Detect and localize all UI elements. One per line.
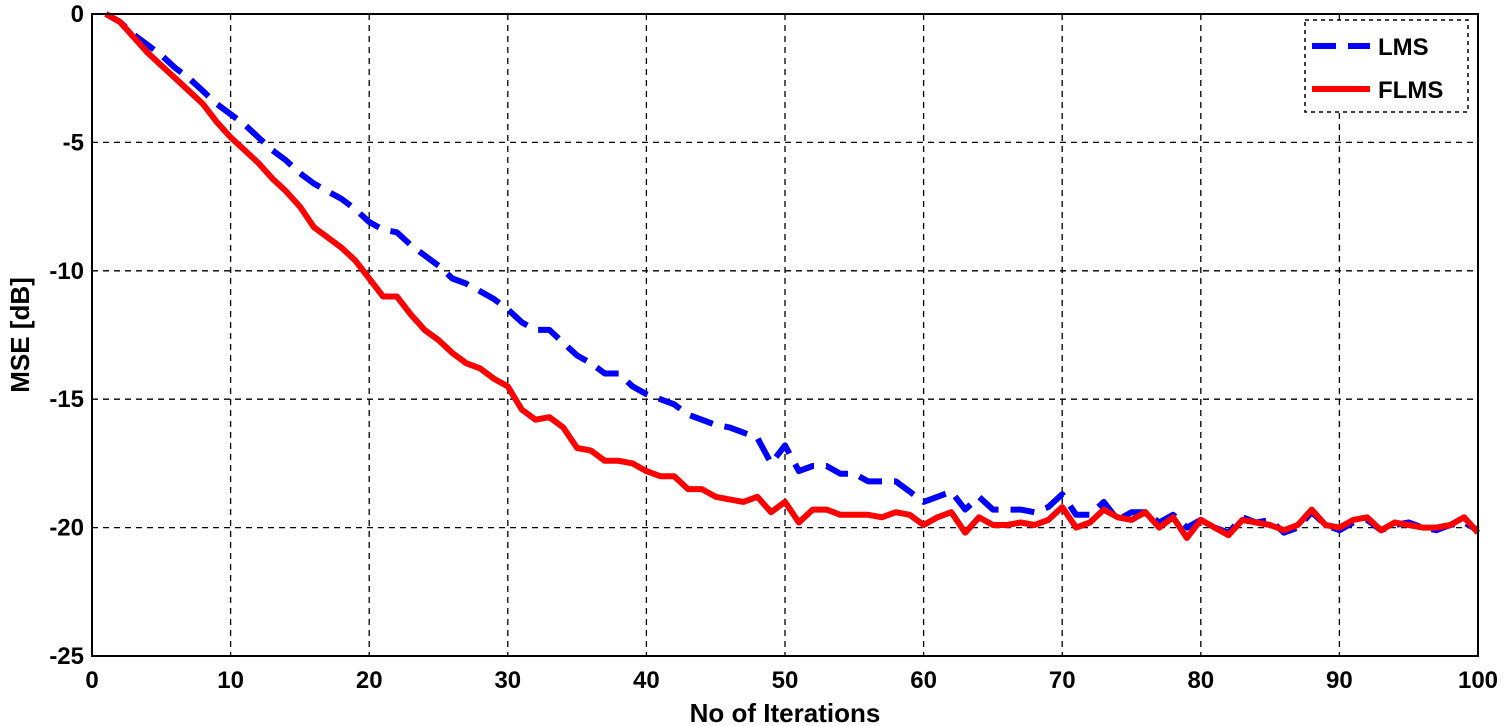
y-tick-label: -20	[49, 515, 84, 542]
y-tick-label: -10	[49, 258, 84, 285]
x-tick-label: 70	[1049, 667, 1076, 694]
legend-label-flms: FLMS	[1378, 77, 1443, 104]
y-tick-label: -25	[49, 643, 84, 670]
x-tick-label: 0	[85, 667, 98, 694]
legend: LMS FLMS	[1304, 19, 1469, 113]
legend-box	[1304, 19, 1469, 113]
y-tick-label: -15	[49, 386, 84, 413]
x-tick-label: 80	[1187, 667, 1214, 694]
x-tick-label: 100	[1458, 667, 1498, 694]
x-tick-label: 20	[356, 667, 383, 694]
plot-frame	[91, 13, 1479, 657]
series-layer	[104, 11, 1481, 541]
x-tick-label: 30	[494, 667, 521, 694]
y-axis-label: MSE [dB]	[5, 277, 35, 393]
x-tick-label: 50	[772, 667, 799, 694]
x-tick-labels: 0 10 20 30 40 50 60 70 80 90 100	[85, 667, 1498, 694]
series-line-flms	[104, 11, 1481, 541]
x-tick-label: 10	[217, 667, 244, 694]
y-tick-label: 0	[71, 1, 84, 28]
grid-lines	[92, 14, 1478, 656]
x-tick-label: 40	[633, 667, 660, 694]
x-tick-label: 60	[910, 667, 937, 694]
legend-label-lms: LMS	[1378, 34, 1429, 61]
y-tick-labels: 0 -5 -10 -15 -20 -25	[49, 1, 84, 670]
y-tick-label: -5	[63, 129, 84, 156]
x-tick-label: 90	[1326, 667, 1353, 694]
x-axis-label: No of Iterations	[690, 698, 881, 726]
